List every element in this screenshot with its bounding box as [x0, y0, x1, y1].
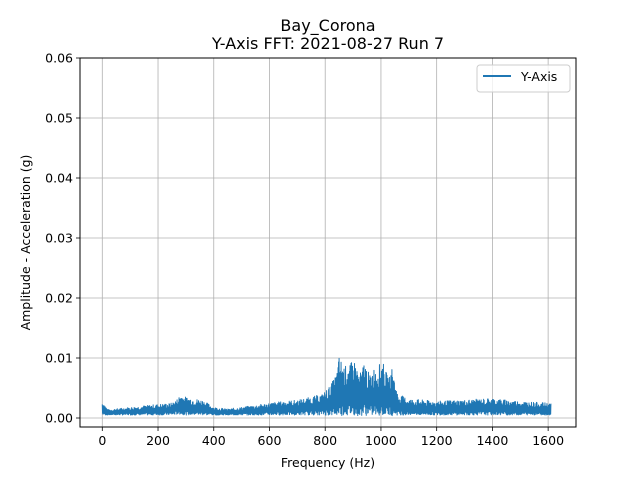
y-tick-label: 0.04: [45, 171, 73, 186]
y-tick-label: 0.00: [45, 411, 73, 426]
y-tick-label: 0.05: [45, 111, 73, 126]
legend-label: Y-Axis: [520, 69, 557, 84]
legend: Y-Axis: [476, 64, 571, 93]
x-tick-label: 1400: [476, 433, 508, 448]
grid-lines: [80, 57, 576, 427]
x-tick-label: 1600: [532, 433, 564, 448]
x-axis-label: Frequency (Hz): [281, 455, 375, 470]
chart-subtitle: Y-Axis FFT: 2021-08-27 Run 7: [211, 34, 444, 53]
y-tick-label: 0.03: [45, 231, 73, 246]
x-tick-label: 600: [258, 433, 282, 448]
x-tick-label: 1000: [365, 433, 397, 448]
x-tick-label: 800: [313, 433, 337, 448]
legend-box: [476, 64, 571, 93]
y-axis-label: Amplitude - Acceleration (g): [18, 155, 33, 331]
y-tick-label: 0.01: [45, 351, 73, 366]
x-tick-label: 200: [146, 433, 170, 448]
y-tick-label: 0.06: [45, 51, 73, 66]
x-axis-ticks: 0 200 400 600 800 1000 1200 1400 1600: [98, 427, 564, 448]
y-tick-label: 0.02: [45, 291, 73, 306]
y-axis-ticks: 0.00 0.01 0.02 0.03 0.04 0.05 0.06: [45, 51, 80, 426]
x-tick-label: 400: [202, 433, 226, 448]
chart-title: Bay_Corona: [280, 16, 375, 36]
x-tick-label: 0: [98, 433, 106, 448]
series-line-y-axis: [101, 357, 552, 417]
series-layer: [101, 357, 552, 417]
x-tick-label: 1200: [421, 433, 453, 448]
plot-frame: [79, 57, 577, 428]
